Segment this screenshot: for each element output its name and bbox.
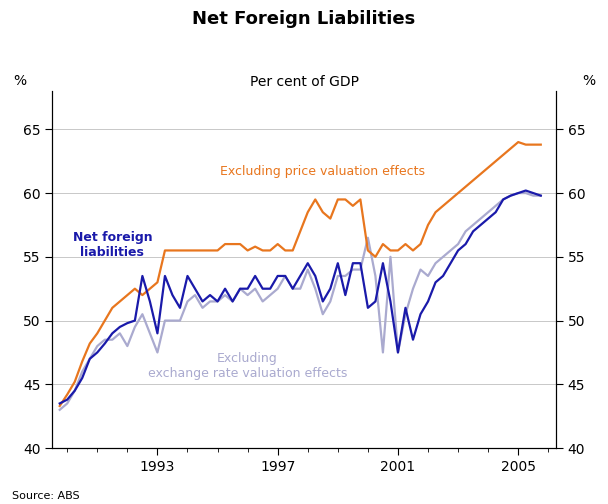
Text: %: % — [582, 74, 595, 88]
Title: Per cent of GDP: Per cent of GDP — [249, 75, 359, 89]
Text: Net foreign
liabilities: Net foreign liabilities — [72, 231, 152, 260]
Text: Excluding
exchange rate valuation effects: Excluding exchange rate valuation effect… — [148, 352, 347, 381]
Text: %: % — [13, 74, 26, 88]
Text: Excluding price valuation effects: Excluding price valuation effects — [220, 165, 425, 178]
Text: Net Foreign Liabilities: Net Foreign Liabilities — [192, 10, 416, 28]
Text: Source: ABS: Source: ABS — [12, 491, 80, 501]
